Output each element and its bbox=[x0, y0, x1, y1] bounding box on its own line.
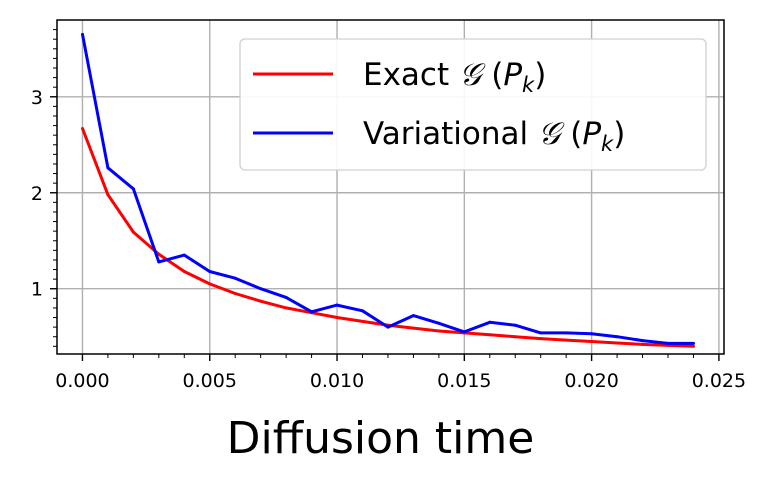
series-point-1 bbox=[590, 332, 594, 336]
legend-name: Exact bbox=[363, 57, 449, 93]
legend-paren-close: ) bbox=[613, 116, 625, 152]
series-point-1 bbox=[106, 166, 110, 170]
x-tick-label: 0.025 bbox=[692, 370, 746, 392]
x-tick-label: 0.000 bbox=[55, 370, 109, 392]
legend-paren-open: ( bbox=[491, 57, 503, 93]
legend-subscript: k bbox=[522, 73, 535, 97]
series-point-1 bbox=[641, 339, 644, 343]
series-point-0 bbox=[208, 282, 212, 286]
series-point-1 bbox=[615, 335, 619, 339]
series-point-0 bbox=[641, 342, 644, 346]
axis-ticks bbox=[50, 29, 720, 361]
legend-label-0: Exact 𝒢 (Pk) bbox=[363, 57, 546, 97]
series-point-0 bbox=[564, 338, 568, 342]
series-point-0 bbox=[182, 270, 186, 273]
series-point-0 bbox=[284, 306, 288, 310]
series-point-0 bbox=[615, 341, 619, 345]
series-point-1 bbox=[259, 287, 263, 291]
series-point-0 bbox=[692, 344, 695, 348]
plot-frame bbox=[56, 19, 725, 355]
legend-label-1: Variational 𝒢 (Pk) bbox=[363, 116, 625, 156]
series-point-1 bbox=[488, 320, 492, 324]
series-point-1 bbox=[539, 331, 543, 335]
series-point-1 bbox=[411, 314, 415, 318]
series-point-1 bbox=[182, 253, 186, 257]
series-point-1 bbox=[208, 270, 212, 273]
x-tick-label: 0.010 bbox=[310, 370, 364, 392]
legend-box bbox=[239, 38, 707, 171]
series-point-0 bbox=[335, 316, 339, 319]
series-point-0 bbox=[106, 193, 110, 197]
legend-paren-close: ) bbox=[534, 57, 546, 93]
series-point-0 bbox=[590, 340, 594, 343]
series-point-1 bbox=[692, 341, 695, 345]
series-point-0 bbox=[539, 337, 543, 341]
series-point-1 bbox=[462, 330, 466, 334]
series-point-0 bbox=[259, 299, 263, 303]
x-tick-labels: 0.000 0.005 0.010 0.015 0.020 0.025 bbox=[55, 370, 746, 392]
series-point-0 bbox=[233, 292, 237, 295]
series-point-1 bbox=[386, 325, 390, 329]
series-point-1 bbox=[81, 32, 84, 36]
series-point-1 bbox=[335, 303, 339, 307]
series-point-1 bbox=[284, 295, 288, 299]
y-tick-label: 2 bbox=[31, 183, 43, 205]
series-point-0 bbox=[81, 127, 84, 130]
legend: Exact 𝒢 (Pk) Variational 𝒢 (Pk) bbox=[239, 38, 707, 171]
series-point-0 bbox=[437, 329, 441, 333]
y-tick-label: 1 bbox=[31, 279, 43, 301]
legend-paren-open: ( bbox=[570, 116, 582, 152]
y-tick-label: 3 bbox=[31, 87, 43, 109]
series-point-1 bbox=[157, 260, 161, 264]
series-point-0 bbox=[131, 230, 135, 234]
x-tick-label: 0.005 bbox=[183, 370, 237, 392]
series-layer bbox=[81, 32, 695, 348]
series-point-1 bbox=[233, 276, 237, 280]
legend-arg: P bbox=[582, 116, 601, 152]
series-point-0 bbox=[513, 335, 517, 339]
series-point-0 bbox=[157, 252, 161, 256]
legend-arg: P bbox=[503, 57, 522, 93]
legend-name: Variational bbox=[363, 116, 528, 152]
series-point-1 bbox=[513, 323, 517, 327]
series-point-1 bbox=[564, 331, 568, 335]
legend-subscript: k bbox=[601, 132, 614, 156]
series-point-1 bbox=[310, 310, 314, 314]
x-tick-label: 0.020 bbox=[564, 370, 618, 392]
x-axis-title: Diffusion time bbox=[227, 413, 535, 464]
x-tick-label: 0.015 bbox=[437, 370, 491, 392]
series-point-1 bbox=[361, 309, 364, 313]
series-point-1 bbox=[437, 321, 441, 325]
series-point-1 bbox=[666, 341, 670, 345]
series-point-0 bbox=[361, 319, 364, 323]
series-point-1 bbox=[131, 187, 135, 191]
y-tick-labels: 1 2 3 bbox=[31, 87, 43, 301]
series-point-0 bbox=[411, 326, 415, 330]
series-point-0 bbox=[488, 333, 492, 337]
